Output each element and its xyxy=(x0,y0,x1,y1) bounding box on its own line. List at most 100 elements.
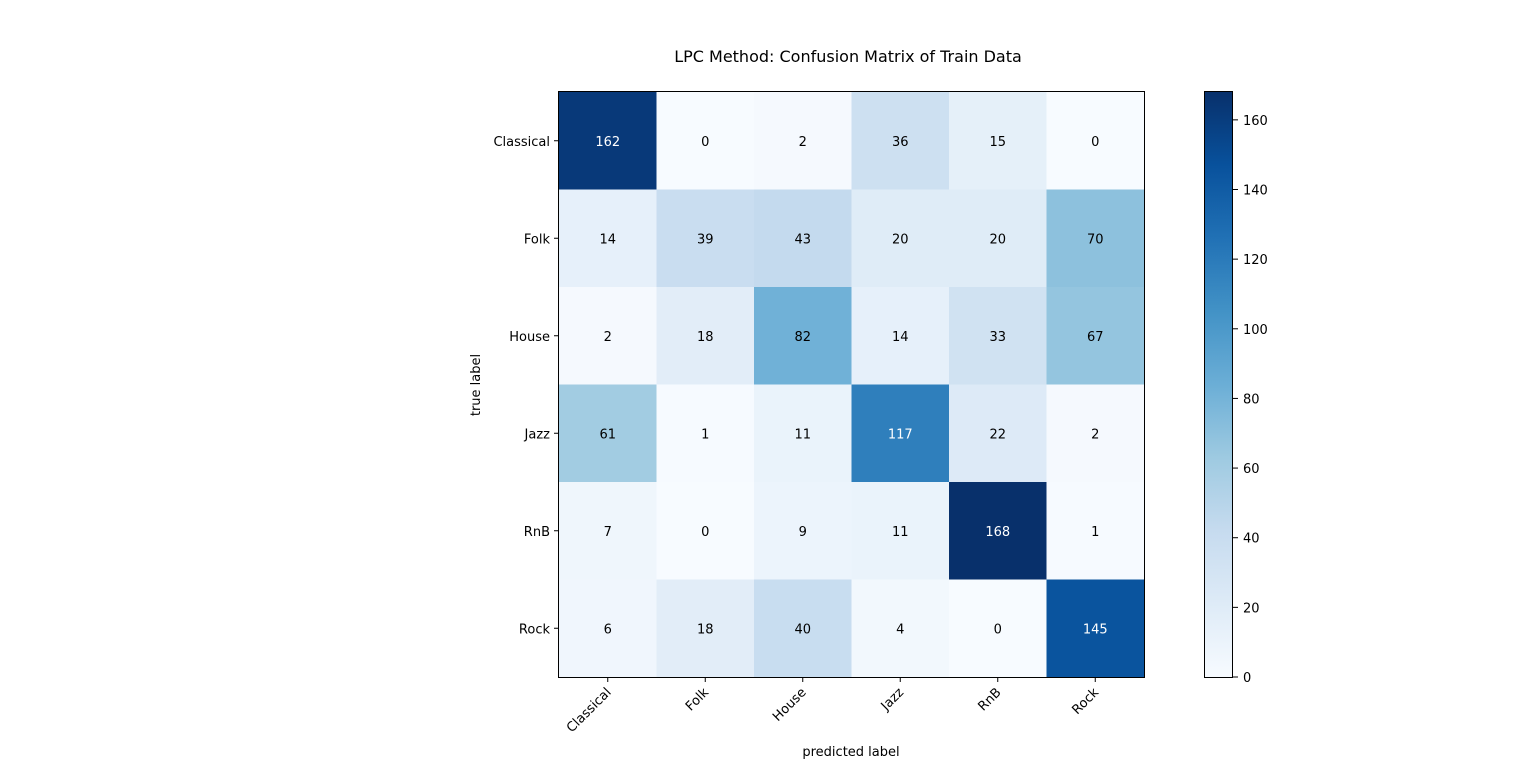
cell-value-label: 9 xyxy=(799,525,807,540)
heatmap-cell xyxy=(851,287,950,385)
colorbar-tick-label: 100 xyxy=(1243,323,1268,338)
heatmap-cell xyxy=(754,287,852,385)
heatmap-cell xyxy=(656,482,755,580)
cell-value-label: 117 xyxy=(888,427,913,442)
heatmap-cell xyxy=(754,579,852,678)
heatmap-cell xyxy=(754,384,852,483)
heatmap-cell xyxy=(559,189,657,288)
cell-value-label: 70 xyxy=(1087,232,1104,247)
cell-value-label: 22 xyxy=(989,427,1006,442)
colorbar-tick-label: 160 xyxy=(1243,114,1268,129)
heatmap-cell xyxy=(656,384,755,483)
heatmap-cell xyxy=(754,482,852,580)
y-axis-ticks: Classical Folk House Jazz RnB Rock xyxy=(493,135,559,637)
cell-value-label: 11 xyxy=(892,525,909,540)
cell-value-label: 36 xyxy=(892,135,909,150)
cell-value-label: 43 xyxy=(794,232,811,247)
heatmap-cell xyxy=(949,579,1047,678)
y-tick-label: Rock xyxy=(519,622,551,637)
cell-value-label: 18 xyxy=(697,330,714,345)
heatmap-cell xyxy=(754,189,852,288)
heatmap-cell xyxy=(656,189,755,288)
heatmap-cell xyxy=(949,92,1047,190)
colorbar xyxy=(1204,91,1233,678)
cell-value-label: 20 xyxy=(989,232,1006,247)
y-tick-label: House xyxy=(509,330,550,345)
cell-value-label: 33 xyxy=(989,330,1006,345)
cell-value-label: 1 xyxy=(1091,525,1099,540)
y-tick-label: Jazz xyxy=(524,427,551,442)
heatmap-cell xyxy=(851,92,950,190)
chart-title: LPC Method: Confusion Matrix of Train Da… xyxy=(674,47,1022,66)
cell-value-label: 15 xyxy=(989,135,1006,150)
cell-value-label: 145 xyxy=(1083,622,1108,637)
cell-value-label: 0 xyxy=(1091,135,1099,150)
y-axis-label: true label xyxy=(469,354,484,416)
heatmap-cells xyxy=(559,92,1145,678)
heatmap-cell xyxy=(1046,482,1145,580)
colorbar-ticks: 0 20 40 60 80 100 120 140 160 xyxy=(1233,114,1268,686)
heatmap-cell xyxy=(559,579,657,678)
cell-value-label: 0 xyxy=(701,525,709,540)
heatmap-cell xyxy=(1046,189,1145,288)
cell-value-label: 61 xyxy=(599,427,616,442)
heatmap-cell xyxy=(851,189,950,288)
y-tick-label: Folk xyxy=(524,232,551,247)
heatmap-cell xyxy=(949,384,1047,483)
y-tick-label: RnB xyxy=(524,525,550,540)
heatmap-cell xyxy=(851,579,950,678)
cell-value-label: 1 xyxy=(701,427,709,442)
cell-value-label: 82 xyxy=(794,330,811,345)
cell-value-label: 20 xyxy=(892,232,909,247)
x-tick-label: RnB xyxy=(975,685,1004,714)
cell-value-label: 0 xyxy=(701,135,709,150)
colorbar-tick-label: 20 xyxy=(1243,601,1260,616)
x-tick-label: Folk xyxy=(683,685,712,714)
cell-value-label: 7 xyxy=(604,525,612,540)
colorbar-tick-label: 0 xyxy=(1243,671,1251,686)
cell-value-label: 0 xyxy=(994,622,1002,637)
x-tick-label: Jazz xyxy=(878,685,907,714)
heatmap-cell xyxy=(559,287,657,385)
cell-value-label: 4 xyxy=(896,622,904,637)
heatmap-cell xyxy=(1046,287,1145,385)
cell-value-label: 2 xyxy=(1091,427,1099,442)
plot-frame xyxy=(558,91,1145,678)
cell-value-label: 6 xyxy=(604,622,612,637)
cell-value-label: 11 xyxy=(794,427,811,442)
heatmap-cell xyxy=(949,189,1047,288)
heatmap-cell xyxy=(1046,579,1145,678)
heatmap-cell xyxy=(1046,384,1145,483)
x-tick-label: Rock xyxy=(1069,685,1102,718)
x-axis-ticks: Classical Folk House Jazz RnB Rock xyxy=(564,677,1102,736)
heatmap-cell xyxy=(656,579,755,678)
heatmap-cell xyxy=(559,482,657,580)
cell-value-label: 162 xyxy=(595,135,620,150)
heatmap-cell xyxy=(754,92,852,190)
heatmap-cell xyxy=(851,482,950,580)
cell-value-label: 14 xyxy=(599,232,616,247)
heatmap-cell xyxy=(851,384,950,483)
colorbar-tick-label: 140 xyxy=(1243,184,1268,199)
heatmap-cell xyxy=(656,287,755,385)
cell-value-label: 40 xyxy=(794,622,811,637)
cell-value-label: 39 xyxy=(697,232,714,247)
cell-value-label: 18 xyxy=(697,622,714,637)
x-axis-label: predicted label xyxy=(802,745,899,760)
colorbar-tick-label: 60 xyxy=(1243,462,1260,477)
heatmap-cell xyxy=(559,92,657,190)
colorbar-tick-label: 120 xyxy=(1243,253,1268,268)
x-tick-label: House xyxy=(770,685,809,724)
cell-value-label: 67 xyxy=(1087,330,1104,345)
heatmap-cell xyxy=(1046,92,1145,190)
colorbar-tick-label: 40 xyxy=(1243,532,1260,547)
colorbar-tick-label: 80 xyxy=(1243,392,1260,407)
cell-value-label: 2 xyxy=(604,330,612,345)
y-tick-label: Classical xyxy=(493,135,550,150)
heatmap-cell xyxy=(656,92,755,190)
cell-value-label: 168 xyxy=(985,525,1010,540)
heatmap-cell xyxy=(559,384,657,483)
